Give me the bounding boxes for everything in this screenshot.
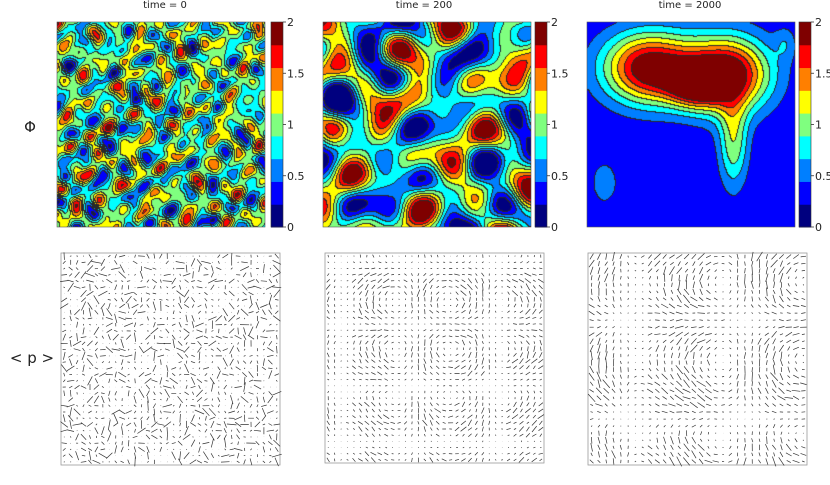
colorbar-segment <box>535 135 547 160</box>
colorbar-segment <box>799 158 811 182</box>
colorbar-tick-label: 0.5 <box>287 170 305 183</box>
colorbar-segment <box>271 204 283 228</box>
panel-title-t200: time = 200 <box>396 0 452 11</box>
colorbar-tick-label: 1.5 <box>287 67 305 80</box>
colorbar-segment <box>535 204 547 228</box>
heatmap-image <box>323 22 531 227</box>
colorbar-segment <box>271 158 283 182</box>
row-label-p: < p > <box>10 349 54 367</box>
panel-title-t2000: time = 2000 <box>659 0 722 11</box>
colorbar-segment <box>271 113 283 137</box>
colorbar-tick-label: 0 <box>287 221 294 234</box>
colorbar-segment <box>271 67 283 91</box>
colorbar-segment <box>535 181 547 205</box>
colorbar-segment <box>799 44 811 69</box>
colorbar-tick-label: 1.5 <box>551 67 569 80</box>
quiver-arrows <box>587 251 807 467</box>
quiver-frame <box>587 252 808 466</box>
colorbar-segment <box>271 44 283 69</box>
colorbar-segment <box>271 181 283 205</box>
colorbar-segment <box>535 67 547 91</box>
colorbar-tick-label: 2 <box>815 16 822 29</box>
colorbar-segment <box>271 135 283 160</box>
colorbar-t2000: 2 1.5 1 0.5 0 <box>798 16 830 234</box>
colorbar-segment <box>535 22 547 46</box>
panel-title-t0: time = 0 <box>143 0 187 11</box>
quiver-panel-t2000 <box>587 251 808 467</box>
quiver-panel-t0 <box>60 252 282 467</box>
colorbar-segment <box>535 44 547 69</box>
heatmap-frame <box>586 21 796 228</box>
colorbar-tick-label: 1 <box>287 119 294 132</box>
colorbar-segment <box>799 90 811 114</box>
quiver-arrows <box>325 254 545 463</box>
colorbar-segment <box>799 67 811 91</box>
colorbar-segment <box>535 158 547 182</box>
quiver-frame <box>60 252 281 466</box>
colorbar-tick-label: 2 <box>551 16 558 29</box>
heatmap-frame <box>56 21 266 228</box>
colorbar-tick-label: 0 <box>551 221 558 234</box>
colorbar-tick-label: 0 <box>815 221 822 234</box>
colorbar-tick-label: 1 <box>551 119 558 132</box>
quiver-panel-t200 <box>324 252 545 464</box>
heatmap-panel-t2000 <box>586 21 796 228</box>
colorbar-t200: 2 1.5 1 0.5 0 <box>534 16 569 234</box>
colorbar-tick-label: 2 <box>287 16 294 29</box>
colorbar-tick-label: 0.5 <box>815 170 830 183</box>
heatmap-panel-t0 <box>56 21 266 228</box>
colorbar-segment <box>535 90 547 114</box>
heatmap-image <box>587 22 795 227</box>
colorbar-segment <box>271 22 283 46</box>
colorbar-segment <box>535 113 547 137</box>
heatmap-image <box>57 22 265 227</box>
colorbar-tick-label: 1.5 <box>815 67 830 80</box>
colorbar-segment <box>799 135 811 160</box>
heatmap-panel-t200 <box>322 21 532 228</box>
colorbar-segment <box>799 204 811 228</box>
colorbar-tick-label: 1 <box>815 119 822 132</box>
colorbar-segment <box>799 22 811 46</box>
row-label-phi: Φ <box>24 118 36 136</box>
colorbar-t0: 2 1.5 1 0.5 0 <box>270 16 305 234</box>
colorbar-segment <box>799 181 811 205</box>
colorbar-segment <box>799 113 811 137</box>
colorbar-segment <box>271 90 283 114</box>
quiver-frame <box>324 252 545 464</box>
heatmap-frame <box>322 21 532 228</box>
colorbar-tick-label: 0.5 <box>551 170 569 183</box>
